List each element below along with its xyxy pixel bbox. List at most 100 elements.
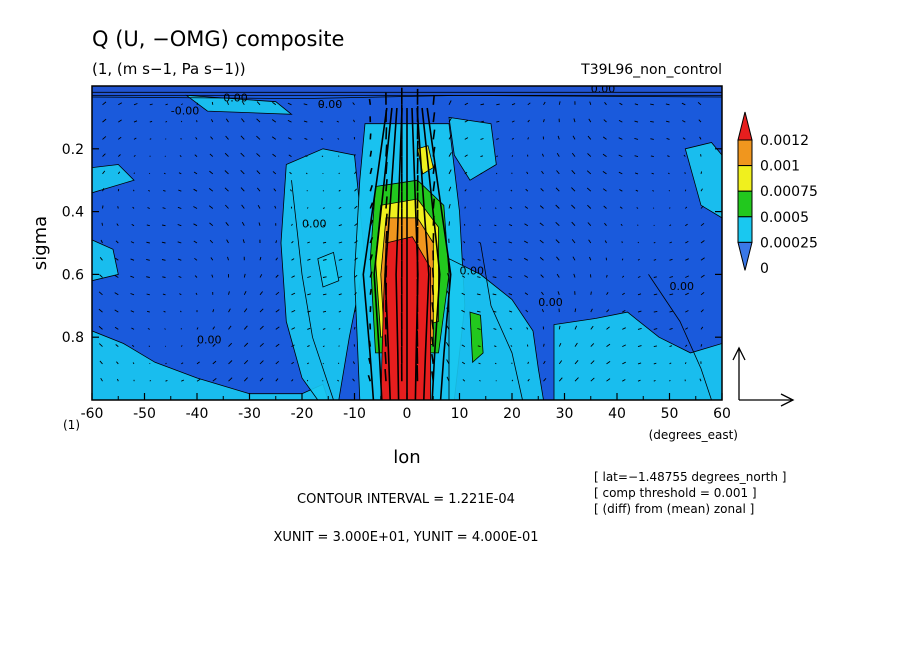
wind-vector-4 bbox=[102, 170, 106, 175]
contour-line-2 bbox=[384, 107, 398, 400]
wind-vector-43 bbox=[130, 258, 135, 261]
wind-vector-605 bbox=[653, 276, 657, 278]
shade-region-17 bbox=[317, 251, 340, 288]
wind-vector-26 bbox=[115, 257, 119, 261]
wind-vector-637 bbox=[685, 241, 689, 244]
wind-vector-460 bbox=[527, 119, 530, 123]
wind-vector-523 bbox=[574, 325, 578, 330]
wind-vector-8 bbox=[100, 239, 103, 244]
wind-vector-5 bbox=[102, 188, 105, 192]
wind-vector-65 bbox=[148, 345, 151, 347]
wind-vector-192 bbox=[273, 188, 277, 192]
wind-vector-419 bbox=[476, 293, 481, 296]
wind-vector-44 bbox=[130, 275, 135, 278]
wind-vector-148 bbox=[228, 308, 231, 313]
wind-vector-359 bbox=[432, 129, 436, 140]
wind-vector-443 bbox=[511, 120, 515, 123]
y-tick-label-2: 0.6 bbox=[62, 267, 84, 283]
wind-vector-46 bbox=[130, 310, 135, 313]
wind-vector-269 bbox=[338, 345, 340, 347]
wind-vector-77 bbox=[161, 259, 166, 261]
wind-vector-204 bbox=[287, 102, 292, 106]
wind-vector-276 bbox=[354, 171, 357, 175]
wind-vector-565 bbox=[618, 171, 623, 175]
wind-vector-257 bbox=[337, 137, 340, 140]
wind-vector-434 bbox=[492, 259, 497, 261]
wind-vector-117 bbox=[196, 361, 200, 365]
wind-vector-153 bbox=[241, 100, 245, 106]
wind-vector-186 bbox=[259, 377, 264, 382]
wind-vector-1 bbox=[102, 118, 107, 123]
wind-vector-151 bbox=[228, 360, 233, 365]
wind-vector-513 bbox=[571, 152, 576, 157]
colorbar-segment-2 bbox=[737, 165, 753, 192]
reference-vector-horizontal-head bbox=[780, 393, 795, 407]
wind-vector-61 bbox=[146, 276, 150, 278]
wind-vector-278 bbox=[354, 205, 358, 209]
wind-vector-144 bbox=[226, 239, 229, 244]
shade-region-12 bbox=[469, 311, 484, 364]
wind-vector-220 bbox=[291, 379, 294, 382]
wind-vector-603 bbox=[653, 241, 656, 244]
wind-vector-115 bbox=[196, 327, 199, 330]
wind-vector-128 bbox=[210, 257, 214, 261]
wind-vector-487 bbox=[541, 291, 544, 296]
wind-vector-63 bbox=[146, 310, 150, 313]
wind-vector-555 bbox=[606, 292, 609, 296]
wind-vector-198 bbox=[275, 291, 280, 296]
wind-vector-428 bbox=[496, 155, 499, 158]
wind-vector-600 bbox=[652, 190, 655, 192]
wind-vector-612 bbox=[665, 103, 670, 106]
wind-vector-646 bbox=[697, 102, 702, 106]
wind-vector-243 bbox=[322, 190, 325, 192]
y-axis-title: sigma bbox=[30, 216, 51, 270]
wind-vector-658 bbox=[700, 309, 704, 313]
wind-vector-188 bbox=[271, 119, 277, 123]
wind-vector-363 bbox=[432, 198, 435, 209]
wind-vector-644 bbox=[684, 362, 687, 365]
wind-vector-458 bbox=[511, 379, 514, 382]
wind-vector-495 bbox=[557, 135, 560, 140]
wind-vector-571 bbox=[621, 275, 625, 278]
wind-vector-203 bbox=[275, 378, 279, 382]
wind-vector-388 bbox=[446, 342, 450, 347]
wind-vector-189 bbox=[271, 136, 277, 140]
wind-vector-497 bbox=[556, 170, 560, 175]
wind-vector-312 bbox=[385, 196, 388, 209]
wind-vector-173 bbox=[256, 153, 261, 157]
wind-vector-256 bbox=[336, 120, 340, 123]
wind-vector-191 bbox=[272, 171, 277, 175]
wind-vector-75 bbox=[162, 224, 166, 227]
wind-vector-81 bbox=[164, 328, 166, 330]
wind-vector-562 bbox=[618, 119, 623, 123]
wind-vector-456 bbox=[510, 345, 513, 347]
wind-vector-131 bbox=[212, 309, 215, 313]
wind-vector-119 bbox=[211, 101, 214, 105]
annotation-lat: [ lat=−1.48755 degrees_north ] bbox=[594, 470, 786, 484]
wind-vector-60 bbox=[146, 258, 150, 261]
contour-label-0: 0.00 bbox=[223, 92, 248, 105]
colorbar-segment-3 bbox=[737, 190, 753, 218]
wind-vector-528 bbox=[588, 118, 592, 123]
wind-vector-58 bbox=[146, 224, 150, 227]
wind-vector-309 bbox=[385, 144, 388, 157]
wind-vector-598 bbox=[650, 155, 654, 158]
wind-vector-511 bbox=[573, 118, 576, 123]
wind-vector-272 bbox=[352, 102, 355, 106]
wind-vector-214 bbox=[291, 275, 295, 278]
y-unit-marker: (1) bbox=[63, 418, 80, 432]
wind-vector-95 bbox=[178, 275, 182, 278]
wind-vector-533 bbox=[587, 204, 592, 209]
wind-vector-427 bbox=[496, 138, 499, 140]
wind-vector-465 bbox=[524, 206, 529, 209]
wind-vector-300 bbox=[369, 288, 372, 295]
wind-vector-211 bbox=[291, 223, 293, 226]
wind-vector-450 bbox=[508, 241, 513, 244]
wind-vector-53 bbox=[149, 138, 152, 140]
wind-vector-409 bbox=[480, 120, 485, 123]
wind-vector-619 bbox=[669, 224, 672, 227]
shade-region-7 bbox=[553, 311, 722, 400]
wind-vector-35 bbox=[133, 120, 138, 123]
wind-vector-133 bbox=[212, 343, 216, 347]
wind-vector-657 bbox=[700, 292, 705, 296]
